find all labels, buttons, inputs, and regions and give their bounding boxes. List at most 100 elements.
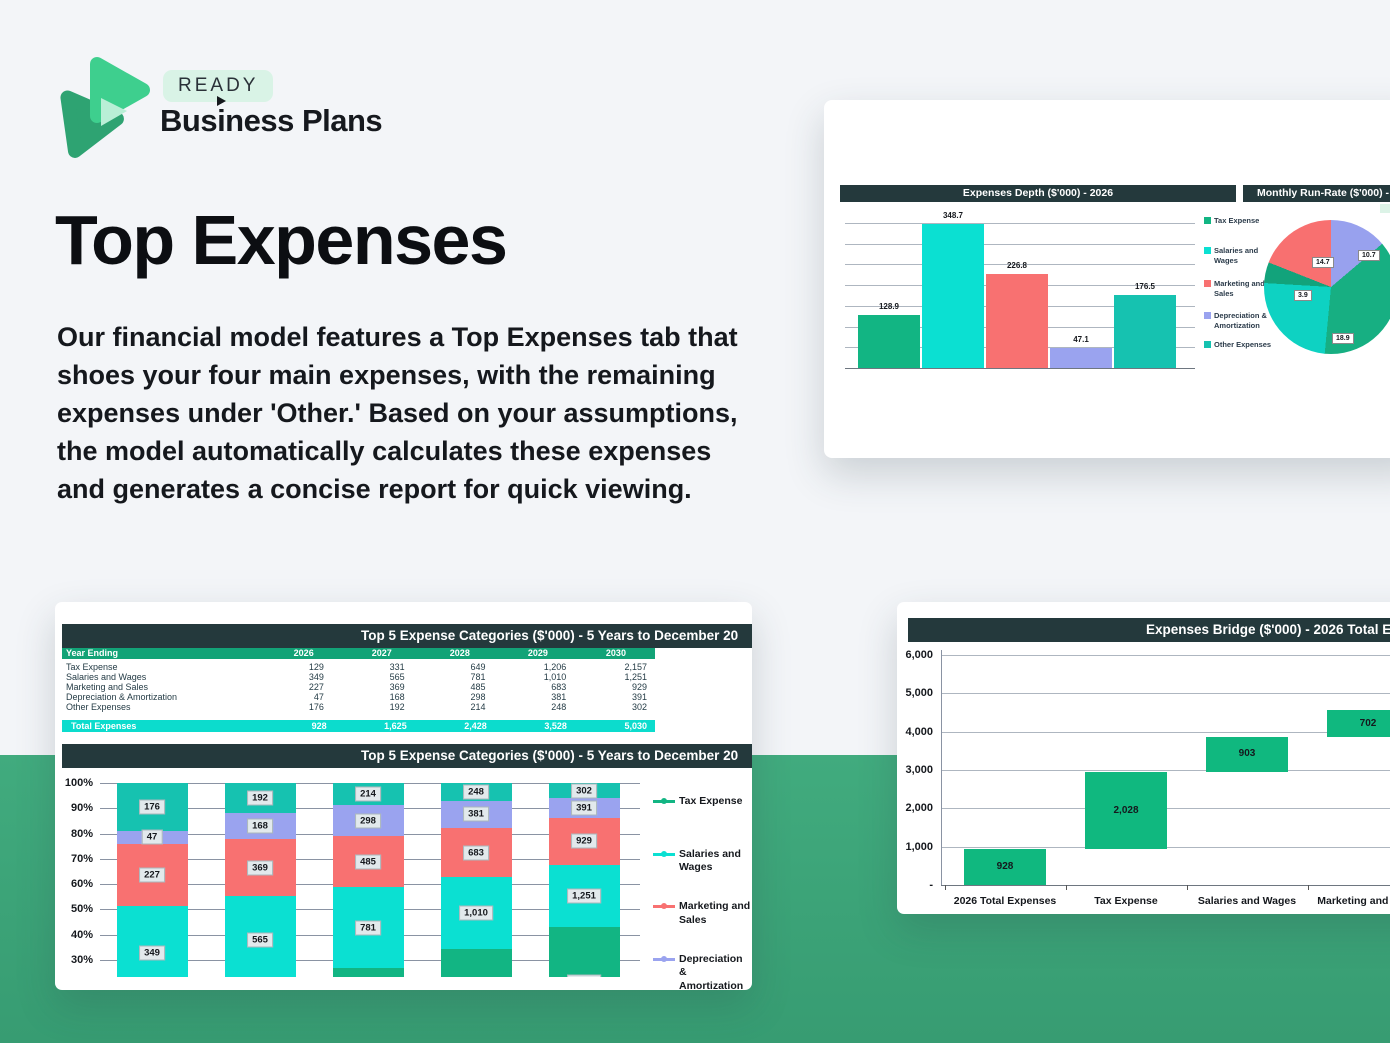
- top5-expense-table: Year Ending 2026 2027 2028 2029 2030 Tax Expen…: [62, 648, 655, 738]
- cell-value: 176: [308, 702, 324, 712]
- y-axis-tick: 70%: [70, 852, 93, 865]
- cell-value: 781: [470, 672, 486, 682]
- legend-item: Salaries and Wages: [1204, 246, 1272, 266]
- y-axis-tick: 80%: [70, 827, 93, 840]
- cell-value: 381: [551, 692, 567, 702]
- cell-value: 331: [389, 662, 405, 672]
- bar-Depreciation & Amortization: [1050, 348, 1112, 368]
- legend-item: Marketing and Sales: [1204, 279, 1272, 299]
- column-header: 2029: [527, 648, 548, 658]
- y-axis-tick: 30%: [70, 953, 93, 966]
- legend-item: Salaries and Wages: [653, 848, 751, 875]
- brand-name: Business Plans: [160, 103, 383, 138]
- legend-label: Depreciation & Amortization: [679, 952, 744, 991]
- table-header-row: Year Ending 2026 2027 2028 2029 2030: [62, 648, 655, 659]
- cell-value: 349: [308, 672, 324, 682]
- bar-value-label: 903: [1238, 748, 1256, 760]
- stacked-bar-2026: 17647227349129: [117, 783, 188, 977]
- y-axis-tick: 3,000: [905, 763, 933, 776]
- monthly-run-rate-title: Monthly Run-Rate ($'000) -: [1243, 185, 1390, 202]
- bar-Salaries and Wages: [922, 223, 984, 368]
- page-title: Top Expenses: [55, 201, 508, 279]
- segment-Salaries and Wages: [117, 905, 188, 977]
- bar-value-label: 47.1: [1073, 335, 1089, 345]
- gridline: [941, 769, 1390, 771]
- cell-value: 929: [631, 682, 647, 692]
- x-axis-tick-mark: [1066, 885, 1067, 890]
- legend-swatch-icon: [1204, 341, 1211, 348]
- legend-swatch-icon: [1204, 312, 1211, 319]
- y-axis-tick: 2,000: [905, 802, 933, 815]
- legend-swatch-icon: [1204, 217, 1211, 224]
- legend-label: Tax Expense: [1214, 216, 1260, 225]
- bar-value-label: 128.9: [878, 301, 900, 311]
- legend-item: Tax Expense: [1204, 216, 1272, 226]
- expenses-bridge-title: Expenses Bridge ($'000) - 2026 Total Exp…: [908, 618, 1390, 642]
- legend-dot-icon: [661, 903, 667, 909]
- ready-badge: READY: [163, 70, 274, 102]
- segment-data-label: 298: [355, 813, 381, 829]
- segment-data-label: 349: [139, 945, 165, 961]
- waterfall-bar-Salaries and Wages: [1206, 737, 1288, 772]
- column-header: 2030: [605, 648, 626, 658]
- cell-value: 168: [389, 692, 405, 702]
- top5-table-title: Top 5 Expense Categories ($'000) - 5 Yea…: [62, 624, 752, 648]
- y-axis-tick: 5,000: [905, 687, 933, 700]
- gridline: [845, 223, 1195, 224]
- total-value: 928: [311, 721, 327, 731]
- segment-data-label: 683: [463, 845, 489, 861]
- cropped-ui-fragment: [1380, 204, 1390, 213]
- segment-data-label: 1,010: [459, 905, 493, 921]
- pie-data-label: 14.7: [1312, 257, 1334, 268]
- legend-label: Tax Expense: [679, 795, 743, 807]
- legend-line-icon: [653, 955, 675, 962]
- y-axis-tick: 100%: [64, 777, 93, 789]
- table-row: Tax Expense 129 331 649 1,206 2,157: [62, 662, 655, 672]
- bar-Tax Expense: [858, 314, 920, 368]
- x-axis-line: [941, 885, 1390, 886]
- bar-Other Expenses: [1114, 294, 1176, 368]
- cell-value: 683: [551, 682, 567, 692]
- top5-chart-title: Top 5 Expense Categories ($'000) - 5 Yea…: [62, 744, 752, 768]
- pie-data-label: 18.9: [1332, 333, 1354, 344]
- y-axis-tick: 90%: [70, 802, 93, 815]
- bar-Marketing and Sales: [986, 274, 1048, 368]
- column-header: 2028: [449, 648, 470, 658]
- legend-swatch-icon: [1204, 280, 1211, 287]
- segment-Tax Expense: [549, 927, 620, 977]
- legend-item: Depreciation & Amortization: [653, 952, 751, 991]
- segment-data-label: 248: [463, 784, 489, 800]
- y-axis-tick: 60%: [70, 878, 93, 891]
- total-value: 5,030: [624, 721, 648, 731]
- legend-dot-icon: [661, 850, 667, 857]
- expenses-depth-card: Expenses Depth ($'000) - 2026 Monthly Ru…: [824, 100, 1390, 458]
- segment-data-label: 227: [139, 867, 165, 883]
- segment-Tax Expense: [333, 968, 404, 977]
- pie-circle: [1264, 220, 1390, 354]
- x-axis-label: Salaries and Wages: [1197, 895, 1297, 907]
- cell-value: 1,010: [543, 672, 567, 682]
- legend-item: Tax Expense: [653, 795, 751, 809]
- segment-data-label: 485: [355, 854, 381, 870]
- column-header: 2027: [371, 648, 392, 658]
- column-header: Year Ending: [66, 648, 119, 658]
- segment-data-label: 369: [247, 860, 273, 876]
- expenses-bridge-waterfall-chart: 6,000 5,000 4,000 3,000 2,000 1,000 - 928 2026 T…: [897, 602, 1390, 914]
- x-axis-label: 2026 Total Expenses: [953, 895, 1057, 907]
- gridline: [941, 731, 1390, 733]
- column-header: 2026: [293, 648, 314, 658]
- legend-item: Other Expenses: [1204, 340, 1272, 350]
- page-description: Our financial model features a Top Expen…: [57, 322, 738, 505]
- cell-value: 129: [308, 662, 324, 672]
- segment-data-label: 929: [571, 833, 597, 849]
- legend-label: Marketing and Sales: [1214, 279, 1265, 298]
- row-label: Tax Expense: [66, 662, 118, 672]
- legend-dot-icon: [661, 798, 667, 804]
- x-axis-tick-mark: [1187, 885, 1188, 890]
- segment-data-label: 214: [355, 786, 381, 802]
- gridline: [941, 693, 1390, 695]
- segment-data-label: 192: [247, 790, 273, 806]
- segment-data-label: 168: [247, 818, 273, 834]
- bar-value-label: 928: [996, 861, 1014, 873]
- legend-item: Marketing and Sales: [653, 900, 751, 927]
